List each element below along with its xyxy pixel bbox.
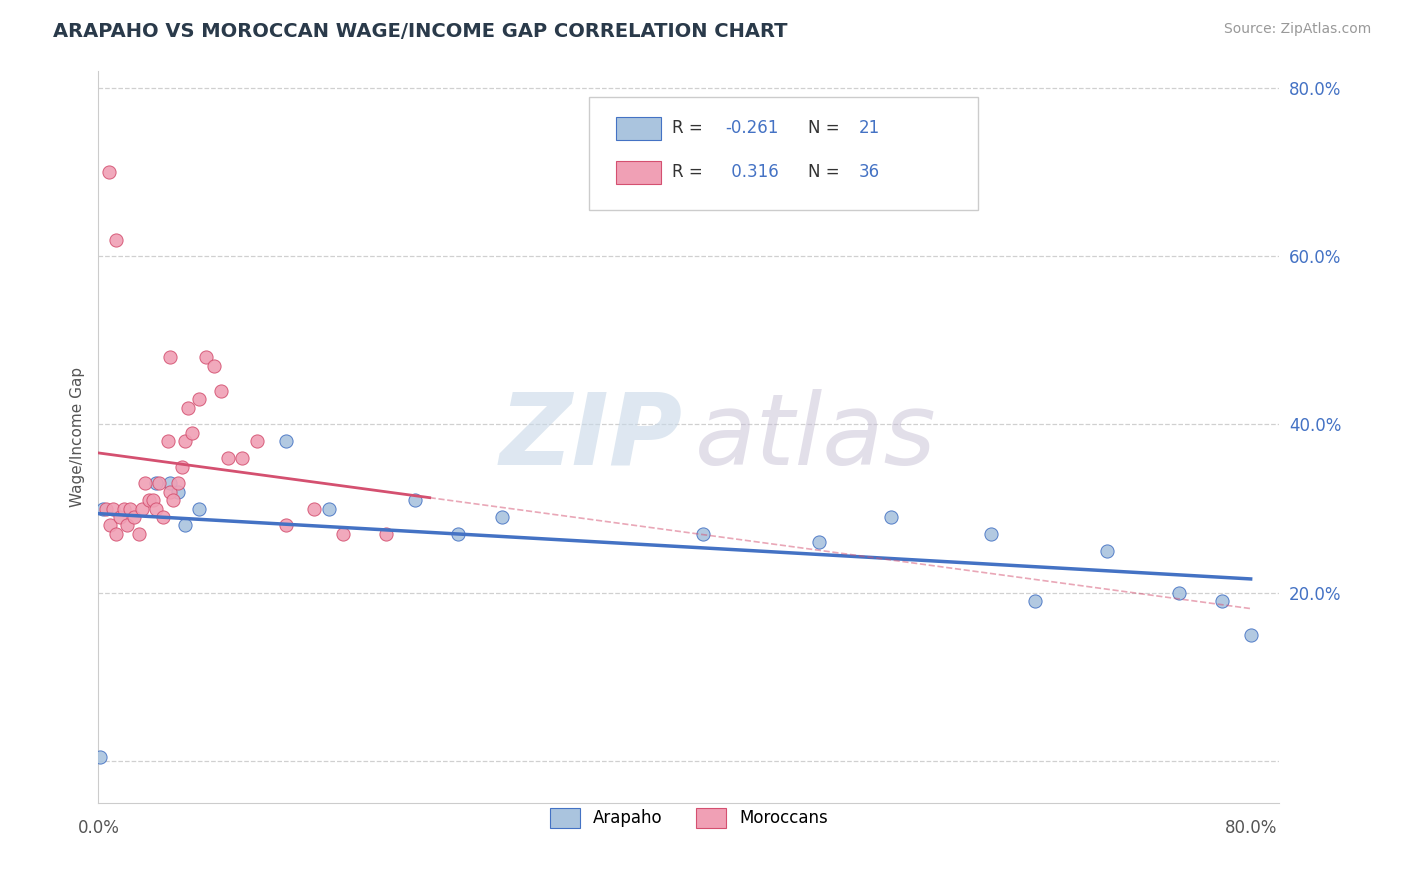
Point [91, 501, 114, 516]
Point [195, 350, 218, 364]
FancyBboxPatch shape [589, 97, 979, 211]
Point [138, 493, 160, 508]
Point [231, 451, 253, 466]
Point [217, 451, 239, 466]
Point [104, 233, 127, 247]
Point [89, 749, 111, 764]
Point [166, 476, 188, 491]
Point [404, 493, 426, 508]
Point [166, 484, 188, 499]
Point [1240, 627, 1263, 641]
Point [447, 526, 470, 541]
Text: 36: 36 [859, 163, 880, 181]
Point [142, 493, 165, 508]
Point [274, 434, 297, 449]
Point [134, 476, 156, 491]
Point [104, 526, 127, 541]
Point [162, 493, 184, 508]
Point [491, 510, 513, 524]
Point [159, 484, 181, 499]
Point [159, 350, 181, 364]
Point [177, 401, 200, 415]
Point [202, 359, 225, 373]
FancyBboxPatch shape [616, 161, 661, 184]
Legend: Arapaho, Moroccans: Arapaho, Moroccans [543, 801, 835, 835]
Point [304, 501, 326, 516]
Point [145, 476, 167, 491]
Text: Source: ZipAtlas.com: Source: ZipAtlas.com [1223, 22, 1371, 37]
Point [1095, 543, 1118, 558]
Text: 0.316: 0.316 [725, 163, 779, 181]
Point [879, 510, 901, 524]
Text: R =: R = [672, 163, 709, 181]
Point [115, 518, 138, 533]
Point [145, 501, 167, 516]
Text: N =: N = [808, 163, 845, 181]
Text: -0.261: -0.261 [725, 120, 779, 137]
Point [94, 501, 117, 516]
Text: 21: 21 [859, 120, 880, 137]
Text: ARAPAHO VS MOROCCAN WAGE/INCOME GAP CORRELATION CHART: ARAPAHO VS MOROCCAN WAGE/INCOME GAP CORR… [53, 22, 787, 41]
Y-axis label: Wage/Income Gap: Wage/Income Gap [69, 367, 84, 508]
Point [332, 526, 354, 541]
Point [188, 501, 211, 516]
Point [156, 434, 179, 449]
Point [692, 526, 714, 541]
Point [209, 384, 232, 398]
Point [97, 165, 120, 179]
Text: atlas: atlas [695, 389, 936, 485]
Point [128, 526, 150, 541]
Point [170, 459, 193, 474]
Point [131, 501, 153, 516]
FancyBboxPatch shape [616, 117, 661, 140]
Point [375, 526, 398, 541]
Point [112, 501, 135, 516]
Point [318, 501, 340, 516]
Point [1024, 594, 1046, 608]
Point [124, 510, 146, 524]
Point [181, 425, 204, 440]
Point [173, 518, 195, 533]
Point [188, 392, 211, 407]
Point [274, 518, 297, 533]
Point [120, 501, 142, 516]
Point [148, 476, 170, 491]
Point [246, 434, 269, 449]
Point [98, 518, 121, 533]
Text: N =: N = [808, 120, 845, 137]
Point [108, 510, 131, 524]
Point [1167, 585, 1189, 599]
Point [159, 476, 181, 491]
Text: ZIP: ZIP [501, 389, 683, 485]
Point [807, 535, 830, 549]
Point [101, 501, 124, 516]
Point [1211, 594, 1233, 608]
Point [152, 510, 174, 524]
Point [980, 526, 1002, 541]
Text: R =: R = [672, 120, 709, 137]
Point [173, 434, 195, 449]
